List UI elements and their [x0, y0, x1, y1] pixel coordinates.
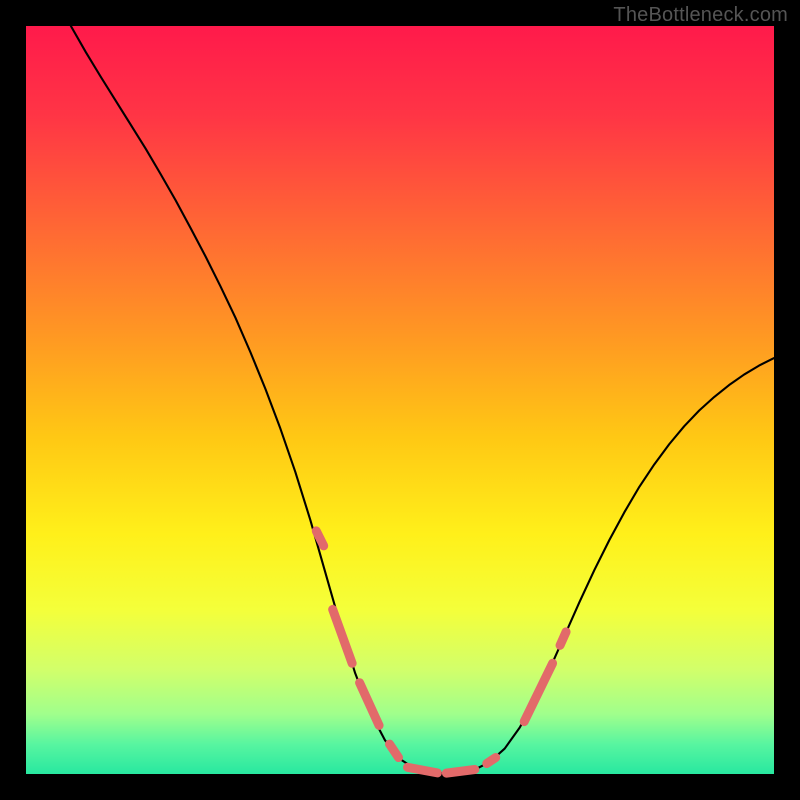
highlight-dash	[407, 767, 437, 773]
highlight-dash	[487, 758, 496, 764]
chart-container: TheBottleneck.com	[0, 0, 800, 800]
watermark-label: TheBottleneck.com	[613, 4, 788, 27]
bottleneck-curve-chart	[0, 0, 800, 800]
highlight-dash	[560, 632, 566, 645]
highlight-dash	[446, 770, 474, 774]
